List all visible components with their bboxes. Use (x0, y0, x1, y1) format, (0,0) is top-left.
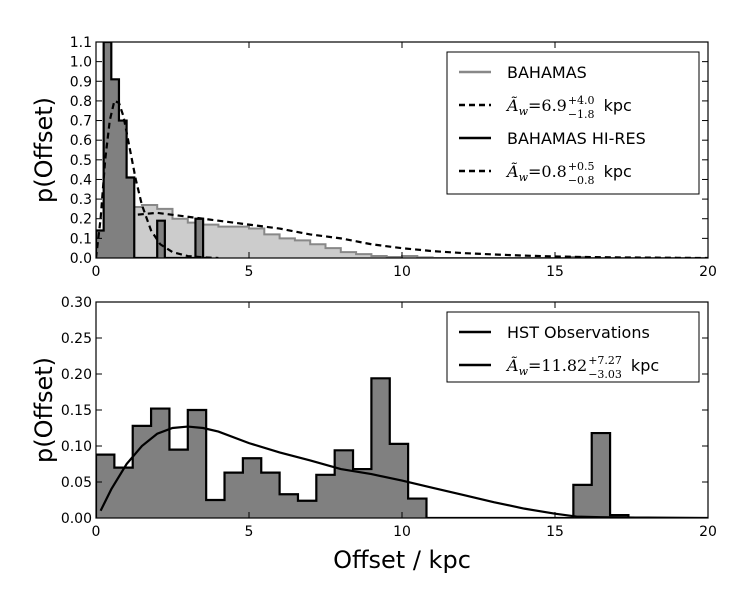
x-tick-label: 5 (245, 524, 254, 540)
x-tick-label: 15 (546, 524, 564, 540)
x-axis-label: Offset / kpc (333, 546, 471, 574)
legend-label-top-0: BAHAMAS (507, 63, 587, 82)
series-top-1 (104, 211, 708, 258)
y-tick-label: 1.1 (70, 35, 92, 51)
legend-label-top-1: Ãw=6.9 (505, 95, 567, 118)
y-axis-label: p(Offset) (30, 97, 58, 203)
legend-sup-error: +7.27 (588, 354, 622, 367)
x-tick-label: 0 (92, 264, 101, 280)
legend-sub-error: −1.8 (568, 108, 595, 121)
series-bottom-0 (96, 377, 630, 518)
bottom-panel: 0 5 10 15 20 0.00 0.05 0.10 0.15 0.20 0.25 0.30 p(Of… (30, 295, 717, 574)
y-tick-label: 0.20 (61, 367, 92, 383)
legend-unit: kpc (604, 96, 632, 115)
y-tick-label: 0.6 (70, 133, 92, 149)
top-panel: 0 5 10 15 20 0.0 0.1 0.2 0.3 0.4 0.5 0.6 0.7 0.8 0.9 1.… (30, 35, 717, 280)
legend-sub-error: −0.8 (568, 174, 595, 187)
x-tick-label: 10 (393, 264, 411, 280)
series-top-2 (96, 42, 211, 258)
plot-area (96, 377, 708, 518)
legend-unit: kpc (631, 356, 659, 375)
series-bottom-1 (99, 425, 708, 518)
x-tick-label: 10 (393, 524, 411, 540)
legend: HST Observations Ãw=11.82 +7.27−3.03 kpc (446, 311, 700, 383)
y-tick-label: 0.8 (70, 94, 92, 110)
series-top-3 (96, 99, 219, 258)
y-tick-label: 0.00 (61, 511, 92, 527)
y-tick-label: 0.3 (70, 192, 92, 208)
x-tick-label: 0 (92, 524, 101, 540)
legend-box (446, 311, 700, 383)
y-tick-label: 0.9 (70, 74, 92, 90)
x-tick-label: 20 (699, 524, 717, 540)
x-tick-label: 5 (245, 264, 254, 280)
legend: BAHAMAS Ãw=6.9 +4.0−1.8 kpc BAHAMAS HI-RES Ãw… (446, 51, 700, 195)
y-tick-label: 0.0 (70, 251, 92, 267)
legend-sup-error: +4.0 (568, 94, 595, 107)
y-axis-label: p(Offset) (30, 357, 58, 463)
y-tick-label: 0.25 (61, 331, 92, 347)
y-tick-label: 0.5 (70, 153, 92, 169)
y-tick-label: 0.4 (70, 172, 92, 188)
y-tick-label: 0.2 (70, 212, 92, 228)
legend-label-top-3: Ãw=0.8 (505, 161, 567, 184)
y-tick-label: 0.30 (61, 295, 92, 311)
legend-label-bottom-1: Ãw=11.82 (505, 355, 587, 378)
series-top-0 (96, 203, 708, 258)
y-tick-label: 0.10 (61, 439, 92, 455)
legend-sub-error: −3.03 (588, 368, 622, 381)
y-tick-label: 0.15 (61, 403, 92, 419)
x-tick-label: 20 (699, 264, 717, 280)
legend-label-top-2: BAHAMAS HI-RES (507, 129, 646, 148)
legend-sup-error: +0.5 (568, 160, 595, 173)
y-tick-label: 0.7 (70, 114, 92, 130)
x-tick-label: 15 (546, 264, 564, 280)
legend-unit: kpc (604, 162, 632, 181)
y-tick-label: 1.0 (70, 55, 92, 71)
y-tick-label: 0.05 (61, 475, 92, 491)
legend-label-bottom-0: HST Observations (507, 323, 650, 342)
y-tick-label: 0.1 (70, 231, 92, 247)
